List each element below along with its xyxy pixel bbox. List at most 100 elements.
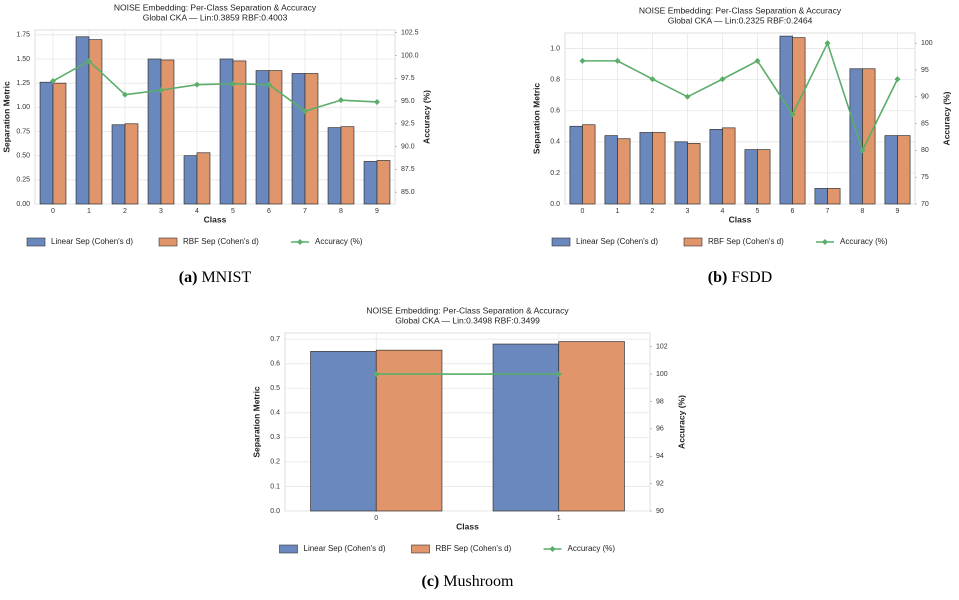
accuracy-marker <box>50 78 56 85</box>
y2-tick-label: 102.5 <box>401 30 419 37</box>
legend: Linear Sep (Cohen's d) RBF Sep (Cohen's d… <box>26 237 363 247</box>
x-tick-label: 9 <box>896 208 900 215</box>
caption: (a) MNIST <box>179 269 252 286</box>
bar <box>232 60 247 205</box>
bar <box>376 160 391 205</box>
bar <box>183 155 198 205</box>
chart-title: NOISE Embedding: Per-Class Separation & … <box>639 5 842 15</box>
accuracy-line <box>582 41 899 153</box>
x-tick-label: 1 <box>557 515 561 522</box>
bar <box>124 123 139 205</box>
accuracy-marker <box>373 371 380 378</box>
x-tick-label: 1 <box>616 208 620 215</box>
legend-label: Accuracy (%) <box>840 237 888 246</box>
bar <box>492 343 560 512</box>
x-axis-label: Class <box>729 214 752 224</box>
y-tick-label: 0.75 <box>16 128 30 135</box>
accuracy-marker <box>266 81 272 88</box>
x-tick-label: 7 <box>303 208 307 215</box>
accuracy-marker <box>789 111 796 118</box>
chart-panel: NOISE Embedding: Per-Class Separation & … <box>531 5 951 285</box>
bar <box>558 341 625 512</box>
y-tick-label: 0.2 <box>550 170 560 177</box>
x-tick-label: 2 <box>123 208 127 215</box>
bar <box>849 68 863 205</box>
x-tick-label: 3 <box>159 208 163 215</box>
bar <box>52 82 67 205</box>
bar <box>569 125 583 205</box>
y-tick-label: 1.00 <box>16 104 30 111</box>
legend-label: Linear Sep (Cohen's d) <box>576 237 658 246</box>
y-tick-label: 0.6 <box>270 361 280 368</box>
accuracy-marker <box>158 87 164 94</box>
y-tick-label: 1.75 <box>16 32 30 39</box>
bar <box>219 58 234 205</box>
chart-panel: NOISE Embedding: Per-Class Separation & … <box>1 2 431 285</box>
bar <box>827 188 841 205</box>
y2-tick-label: 75 <box>921 174 929 181</box>
accuracy-marker <box>122 91 128 98</box>
y-axis-label: Separation Metric <box>1 81 11 153</box>
y2-tick-label: 96 <box>656 426 664 433</box>
y2-axis-label: Accuracy (%) <box>676 395 686 449</box>
legend-label: RBF Sep (Cohen's d) <box>183 237 259 246</box>
legend-swatch <box>683 237 703 247</box>
y-tick-label: 1.0 <box>550 45 560 52</box>
bar <box>779 35 793 205</box>
bar <box>744 149 758 205</box>
y2-axis-label: Accuracy (%) <box>941 91 951 145</box>
bar <box>617 138 631 205</box>
caption-text: FSDD <box>731 269 772 286</box>
y2-tick-label: 85 <box>921 120 929 127</box>
y2-tick-label: 97.5 <box>401 75 415 82</box>
legend-marker <box>822 239 828 245</box>
legend-marker <box>549 546 556 552</box>
bar <box>687 143 701 205</box>
bar <box>268 70 283 205</box>
accuracy-marker <box>338 97 344 104</box>
x-tick-label: 4 <box>195 208 199 215</box>
bar <box>709 129 723 205</box>
legend-swatch <box>551 237 571 247</box>
bar <box>88 39 103 205</box>
legend-label: Linear Sep (Cohen's d) <box>51 237 133 246</box>
y-tick-label: 0.25 <box>16 177 30 184</box>
accuracy-marker <box>555 371 562 378</box>
accuracy-marker <box>374 98 380 105</box>
bar <box>310 351 377 512</box>
caption-text: MNIST <box>201 269 251 286</box>
bar <box>304 73 319 205</box>
x-tick-label: 8 <box>339 208 343 215</box>
accuracy-line <box>52 59 378 112</box>
x-tick-label: 2 <box>651 208 655 215</box>
y2-tick-label: 70 <box>921 201 929 208</box>
y2-tick-label: 100 <box>921 40 933 47</box>
chart-subtitle: Global CKA — Lin:0.3498 RBF:0.3499 <box>395 315 540 325</box>
bar <box>111 124 126 205</box>
y-tick-label: 0.6 <box>550 108 560 115</box>
y2-tick-label: 94 <box>656 453 664 460</box>
accuracy-marker <box>859 147 866 154</box>
y-tick-label: 0.5 <box>270 385 280 392</box>
accuracy-marker <box>579 57 586 64</box>
y-tick-label: 0.50 <box>16 153 30 160</box>
y2-tick-label: 102 <box>656 344 668 351</box>
legend-label: Linear Sep (Cohen's d) <box>304 544 386 553</box>
bar <box>884 135 898 205</box>
y-tick-label: 0.7 <box>270 336 280 343</box>
legend-swatch <box>279 544 298 554</box>
y-tick-label: 0.0 <box>270 508 280 515</box>
caption-label: (b) <box>708 269 728 286</box>
x-tick-label: 4 <box>721 208 725 215</box>
bar <box>375 349 443 512</box>
legend-label: Accuracy (%) <box>315 237 363 246</box>
bar <box>639 132 653 205</box>
y2-tick-label: 100.0 <box>401 52 419 59</box>
legend: Linear Sep (Cohen's d) RBF Sep (Cohen's d… <box>551 237 888 247</box>
legend-label: RBF Sep (Cohen's d) <box>436 544 512 553</box>
bar <box>255 70 270 205</box>
y2-tick-label: 92.5 <box>401 121 415 128</box>
y-tick-label: 1.50 <box>16 56 30 63</box>
x-tick-label: 5 <box>231 208 235 215</box>
legend-marker <box>297 239 303 245</box>
